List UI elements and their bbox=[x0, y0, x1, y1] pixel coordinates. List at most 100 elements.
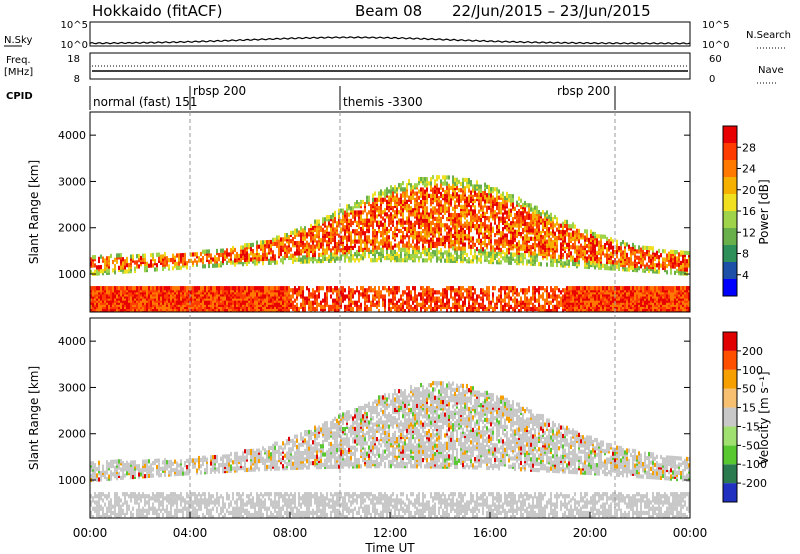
power-cell bbox=[552, 260, 554, 265]
power-cell bbox=[554, 308, 556, 312]
power-cell bbox=[470, 236, 472, 241]
power-cell bbox=[542, 286, 544, 291]
power-cell bbox=[400, 247, 402, 252]
power-cell bbox=[254, 253, 256, 258]
power-cell bbox=[426, 296, 428, 301]
power-cell bbox=[556, 308, 558, 312]
power-cell bbox=[564, 296, 566, 301]
power-cell bbox=[378, 228, 380, 234]
power-cell bbox=[120, 286, 122, 291]
power-cell bbox=[532, 255, 534, 260]
power-cell bbox=[324, 248, 326, 253]
power-cell bbox=[340, 235, 342, 240]
power-cell bbox=[456, 288, 458, 293]
power-cell bbox=[330, 214, 332, 220]
power-cell bbox=[552, 233, 554, 238]
power-cell bbox=[356, 286, 358, 291]
power-cell bbox=[502, 220, 504, 226]
power-cell bbox=[532, 211, 534, 216]
power-cell bbox=[350, 306, 352, 312]
power-cell bbox=[276, 241, 278, 246]
power-cell bbox=[544, 247, 546, 252]
power-cell bbox=[488, 184, 490, 190]
power-cell bbox=[456, 192, 458, 197]
power-cell bbox=[506, 248, 508, 253]
power-cell bbox=[356, 239, 358, 244]
power-cell bbox=[94, 286, 96, 291]
power-cell bbox=[126, 256, 128, 262]
power-cell bbox=[242, 255, 244, 260]
power-cell bbox=[424, 210, 426, 215]
power-cell bbox=[560, 296, 562, 301]
power-cell bbox=[186, 261, 188, 266]
power-cell bbox=[246, 243, 248, 248]
power-cell bbox=[384, 237, 386, 242]
power-cell bbox=[540, 304, 542, 310]
power-cell bbox=[174, 255, 176, 260]
power-cell bbox=[390, 216, 392, 221]
power-cell bbox=[152, 263, 154, 268]
power-cell bbox=[332, 288, 334, 293]
power-cell bbox=[334, 235, 336, 240]
power-cell bbox=[410, 206, 412, 211]
power-cell bbox=[352, 306, 354, 312]
power-cell bbox=[384, 286, 386, 291]
power-cell bbox=[506, 292, 508, 297]
power-cell bbox=[204, 249, 206, 254]
power-cell bbox=[520, 231, 522, 237]
power-cell bbox=[448, 237, 450, 243]
power-cell bbox=[532, 207, 534, 212]
power-cell bbox=[232, 260, 234, 265]
power-cell bbox=[100, 254, 102, 259]
power-cell bbox=[260, 254, 262, 260]
power-cell bbox=[302, 259, 304, 264]
power-cell bbox=[364, 249, 366, 255]
power-cell bbox=[284, 233, 286, 238]
power-cell bbox=[232, 245, 234, 251]
power-cell bbox=[446, 185, 448, 190]
power-cell bbox=[346, 225, 348, 230]
power-cell bbox=[474, 184, 476, 189]
power-cell bbox=[392, 191, 394, 196]
power-cell bbox=[496, 260, 498, 265]
power-cell bbox=[252, 286, 254, 291]
power-cell bbox=[180, 253, 182, 258]
power-cell bbox=[398, 197, 400, 202]
power-cell bbox=[402, 181, 404, 186]
power-cell bbox=[474, 213, 476, 218]
power-cell bbox=[410, 228, 412, 234]
power-cell bbox=[122, 286, 124, 291]
power-cell bbox=[298, 230, 300, 235]
power-cell bbox=[530, 244, 532, 250]
cpid-label: CPID bbox=[6, 91, 33, 102]
power-cell bbox=[506, 302, 508, 307]
power-cell bbox=[548, 241, 550, 246]
power-cell bbox=[462, 194, 464, 199]
power-cell bbox=[176, 261, 178, 266]
power-cell bbox=[296, 240, 298, 246]
power-cell bbox=[404, 220, 406, 225]
power-cell bbox=[566, 253, 568, 258]
power-cell bbox=[398, 253, 400, 259]
power-cell bbox=[392, 298, 394, 303]
power-cell bbox=[330, 294, 332, 299]
power-cell bbox=[136, 260, 138, 265]
power-cell bbox=[522, 202, 524, 208]
power-cell bbox=[346, 204, 348, 209]
power-cell bbox=[252, 249, 254, 254]
power-cell bbox=[294, 241, 296, 246]
power-cell bbox=[398, 258, 400, 263]
power-cell bbox=[446, 258, 448, 263]
power-cell bbox=[466, 259, 468, 264]
power-cell bbox=[550, 286, 552, 291]
power-cell bbox=[488, 259, 490, 265]
power-cell bbox=[380, 189, 382, 194]
power-cell bbox=[374, 206, 376, 211]
power-cell bbox=[484, 226, 486, 231]
power-cell bbox=[522, 215, 524, 220]
power-cell bbox=[450, 221, 452, 226]
power-cell bbox=[436, 296, 438, 301]
power-cell bbox=[194, 258, 196, 263]
power-cell bbox=[524, 292, 526, 297]
power-cell bbox=[516, 210, 518, 216]
